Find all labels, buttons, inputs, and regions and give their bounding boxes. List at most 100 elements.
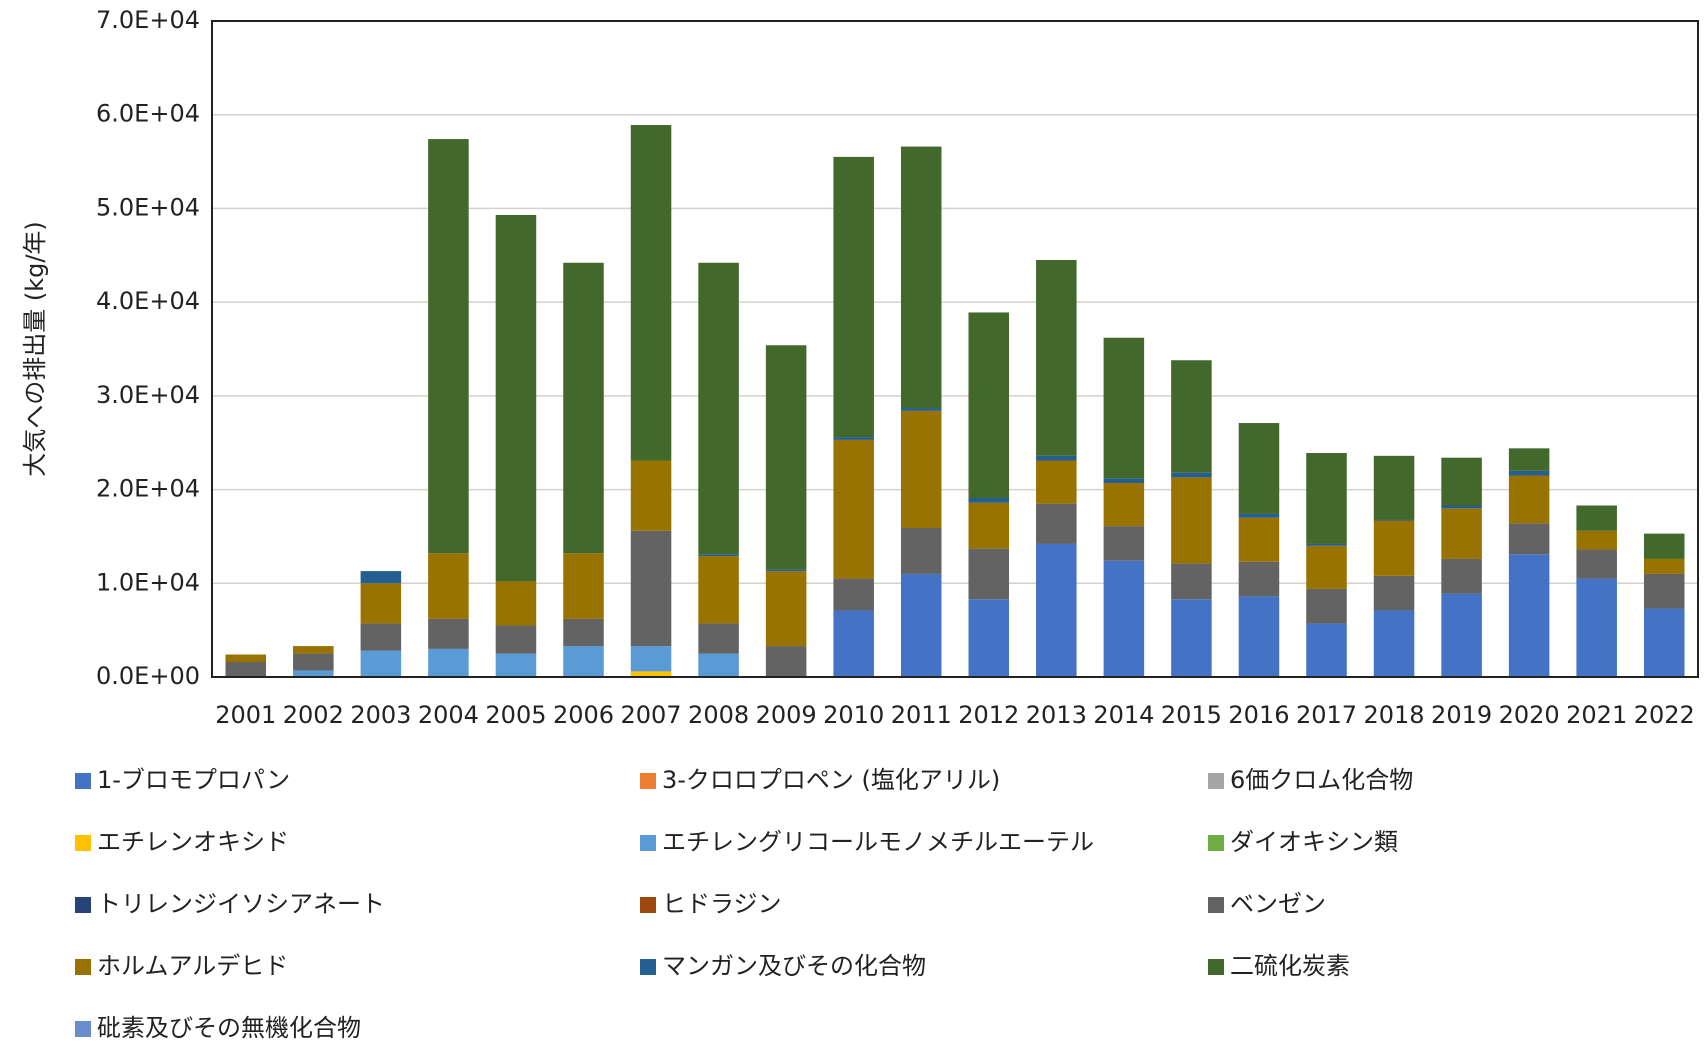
legend-label: 6価クロム化合物 [1230, 766, 1413, 794]
bar-segment [1103, 483, 1145, 527]
bar-segment [833, 610, 874, 677]
bar-segment [1171, 472, 1212, 478]
y-tick-label: 7.0E+04 [96, 6, 200, 34]
legend-swatch [640, 773, 656, 789]
bar-segment [698, 556, 739, 624]
legend-swatch [75, 835, 91, 851]
legend-swatch [1208, 959, 1224, 975]
legend-swatch [75, 959, 91, 975]
bar-segment [765, 345, 807, 570]
bar-segment [1508, 554, 1550, 677]
legend-label: マンガン及びその化合物 [662, 952, 926, 980]
bar-segment [1036, 259, 1077, 456]
bar-segment [968, 498, 1010, 503]
bar-segment [293, 646, 334, 654]
x-tick-label: 2003 [350, 701, 411, 729]
y-axis-title: 大気への排出量 (kg/年) [21, 221, 49, 477]
bar-segment [1238, 596, 1280, 677]
bar-segment [1238, 517, 1280, 562]
bar-segment [428, 553, 469, 619]
x-tick-label: 2014 [1093, 701, 1154, 729]
x-tick-label: 2019 [1431, 701, 1492, 729]
bar-segment [630, 460, 672, 531]
y-tick-label: 6.0E+04 [96, 100, 200, 128]
bar-segment [630, 125, 672, 461]
bar-segment [563, 618, 604, 647]
bar-segment [968, 502, 1010, 549]
bar-segment [1171, 563, 1212, 600]
bar-segment [765, 571, 807, 647]
bar-segment [1306, 545, 1347, 589]
legend-swatch [640, 897, 656, 913]
bar-segment [968, 599, 1010, 677]
bar-segment [1036, 460, 1077, 504]
bar-segment [698, 554, 739, 557]
legend-label: エチレングリコールモノメチルエーテル [662, 828, 1094, 856]
bar-segment [495, 625, 537, 654]
bar-segment [1576, 578, 1617, 677]
y-tick-label: 3.0E+04 [96, 381, 200, 409]
bar-segment [1576, 530, 1617, 550]
bar-segment [833, 439, 874, 579]
x-tick-label: 2008 [688, 701, 749, 729]
legend-swatch [1208, 835, 1224, 851]
x-tick-label: 2013 [1026, 701, 1087, 729]
legend-label: 砒素及びその無機化合物 [97, 1014, 361, 1042]
bar-segment [698, 623, 739, 654]
legend-label: 3-クロロプロペン (塩化アリル) [662, 766, 1000, 794]
bar-segment [1171, 360, 1212, 473]
x-tick-label: 2001 [215, 701, 276, 729]
bar-segment [428, 618, 469, 649]
bar-segment [1103, 478, 1145, 484]
bar-segment [293, 670, 334, 677]
x-tick-label: 2006 [553, 701, 614, 729]
bar-segment [1373, 575, 1415, 611]
legend-label: 二硫化炭素 [1230, 952, 1350, 980]
bar-segment [1508, 470, 1550, 476]
bar-segment [968, 312, 1010, 499]
bar-segment [293, 653, 334, 671]
bar-segment [765, 646, 807, 677]
x-tick-label: 2018 [1364, 701, 1425, 729]
bar-segment [1643, 608, 1685, 677]
x-tick-label: 2012 [958, 701, 1019, 729]
y-tick-label: 5.0E+04 [96, 193, 200, 221]
bar-segment [900, 408, 942, 411]
x-tick-label: 2005 [485, 701, 546, 729]
legend-swatch [1208, 897, 1224, 913]
bar-segment [1036, 503, 1077, 544]
legend-label: トリレンジイソシアネート [97, 890, 385, 918]
legend-swatch [75, 1021, 91, 1037]
x-tick-label: 2010 [823, 701, 884, 729]
bar-segment [833, 437, 874, 440]
legend-label: ダイオキシン類 [1230, 828, 1398, 856]
bar-segment [630, 671, 672, 677]
bar-segment [1643, 533, 1685, 559]
x-tick-label: 2017 [1296, 701, 1357, 729]
bar-segment [563, 646, 604, 677]
legend-swatch [640, 959, 656, 975]
bar-segment [1171, 477, 1212, 564]
bar-segment [1441, 457, 1482, 506]
legend-swatch [640, 835, 656, 851]
bar-segment [1036, 543, 1077, 677]
plot-area [211, 20, 1699, 678]
bar-segment [630, 646, 672, 672]
bar-segment [495, 214, 537, 582]
bar-segment [1441, 593, 1482, 677]
bar-segment [495, 581, 537, 626]
bar-segment [968, 548, 1010, 600]
bar-segment [1306, 453, 1347, 544]
legend-swatch [75, 897, 91, 913]
bar-segment [1643, 558, 1685, 574]
bar-segment [360, 583, 402, 624]
x-tick-label: 2004 [418, 701, 479, 729]
bar-segment [1508, 475, 1550, 524]
bar-segment [1373, 519, 1415, 521]
bar-segment [1441, 505, 1482, 509]
bar-segment [1238, 513, 1280, 518]
x-tick-label: 2015 [1161, 701, 1222, 729]
x-tick-label: 2011 [891, 701, 952, 729]
bar-segment [1373, 520, 1415, 576]
